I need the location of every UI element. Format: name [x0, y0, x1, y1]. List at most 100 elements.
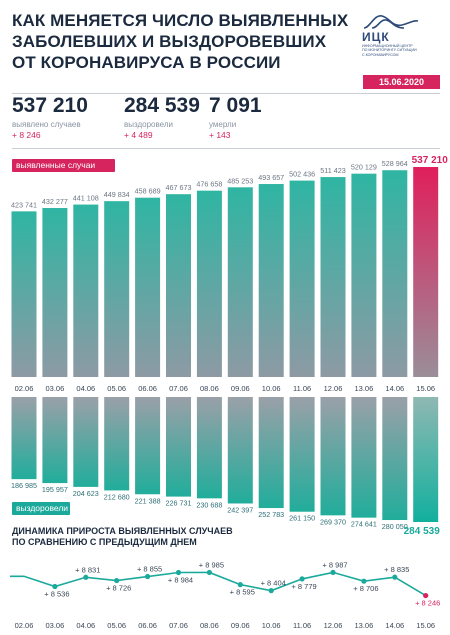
stat-delta: + 8 246 — [12, 130, 41, 140]
growth-point — [206, 569, 212, 576]
growth-date-label: 12.06 — [324, 621, 343, 630]
date-tick-label: 13.06 — [355, 384, 374, 393]
cases-bar — [258, 184, 284, 377]
recovered-bar-group: 186 985 195 957 204 623 212 680 221 388 226 7… — [11, 397, 440, 537]
recovered-value-label: 242 397 — [227, 505, 253, 514]
logo-name: ИЦК — [362, 30, 390, 44]
growth-date-label: 05.06 — [107, 621, 126, 630]
recovered-series-label: выздоровели — [12, 502, 70, 515]
recovered-bar — [11, 397, 37, 480]
date-tick-label: 02.06 — [15, 384, 34, 393]
stat-label: выявлено случаев — [12, 120, 81, 129]
growth-value-label: + 8 706 — [353, 584, 378, 593]
cases-bar — [413, 167, 439, 377]
growth-point — [330, 569, 336, 576]
recovered-bar — [42, 397, 68, 484]
growth-line-chart: 02.06 + 8 536 03.06 + 8 831 04.06 + 8 726 05.0… — [10, 560, 440, 630]
growth-value-label: + 8 835 — [384, 565, 409, 574]
date-tick-label: 10.06 — [262, 384, 281, 393]
title-line-2: ЗАБОЛЕВШИХ И ВЫЗДОРОВЕВШИХ — [12, 32, 327, 51]
growth-point — [175, 569, 182, 576]
recovered-value-label: 195 957 — [42, 485, 68, 494]
cases-bar — [11, 211, 37, 377]
cases-bar — [320, 177, 346, 377]
stat-label: умерли — [209, 120, 237, 129]
dynamics-title-line-2: ПО СРАВНЕНИЮ С ПРЕДЫДУЩИМ ДНЕМ — [12, 537, 197, 547]
stat-deaths: 7 091 умерли + 143 — [209, 94, 262, 140]
growth-value-label: + 8 246 — [415, 599, 440, 608]
cases-value-label: 476 658 — [196, 180, 222, 189]
date-tick-label: 07.06 — [169, 384, 188, 393]
cases-bar — [104, 201, 130, 377]
recovered-value-label: 186 985 — [11, 481, 37, 490]
date-tick-label: 11.06 — [293, 384, 311, 393]
growth-point — [268, 588, 274, 594]
growth-date-label: 07.06 — [169, 621, 188, 630]
cases-bar — [227, 187, 253, 377]
growth-date-label: 14.06 — [385, 621, 404, 630]
growth-date-label: 03.06 — [46, 621, 65, 630]
cases-value-label: 502 436 — [289, 170, 315, 179]
recovered-value-label: 252 783 — [258, 510, 284, 519]
cases-value-label: 537 210 — [412, 155, 449, 166]
growth-value-label: + 8 987 — [322, 560, 347, 569]
cases-value-label: 432 277 — [42, 197, 68, 206]
recovered-value-label: 204 623 — [73, 489, 99, 498]
date-tick-label: 06.06 — [138, 384, 157, 393]
stat-value: 7 091 — [209, 94, 262, 117]
logo-subtitle: ИНФОРМАЦИОННЫЙ ЦЕНТР ПО МОНИТОРИНГУ СИТУ… — [362, 44, 417, 57]
date-axis: 02.06 03.06 04.06 05.06 06.06 07.06 08.06 09.06… — [15, 384, 435, 393]
recovered-value-label: 280 050 — [382, 522, 408, 531]
growth-date-label: 06.06 — [138, 621, 157, 630]
recovered-bar — [351, 397, 377, 518]
growth-value-label: + 8 831 — [75, 565, 100, 574]
recovered-bar — [382, 397, 408, 521]
stat-value: 284 539 — [124, 94, 200, 117]
growth-date-label: 11.06 — [293, 621, 311, 630]
stat-cases: 537 210 выявлено случаев + 8 246 — [12, 94, 88, 140]
cases-value-label: 458 689 — [135, 187, 161, 196]
cases-bar — [73, 204, 99, 377]
recovered-bar — [320, 397, 346, 516]
recovered-bar — [258, 397, 284, 509]
growth-date-label: 13.06 — [355, 621, 374, 630]
cases-bar — [351, 173, 377, 377]
recovered-value-label: 269 370 — [320, 517, 346, 526]
cases-bar-group: 423 741 432 277 441 108 449 834 458 689 467 6… — [11, 155, 448, 377]
recovered-bar — [166, 397, 191, 497]
date-tick-label: 09.06 — [231, 384, 250, 393]
recovered-bar — [135, 397, 161, 495]
growth-value-label: + 8 404 — [261, 579, 286, 588]
cases-value-label: 520 129 — [351, 163, 377, 172]
recovered-bar — [196, 397, 222, 499]
title-line-3: ОТ КОРОНАВИРУСА В РОССИИ — [12, 53, 281, 72]
growth-point — [114, 577, 120, 584]
recovered-bar — [289, 397, 315, 512]
stat-label: выздоровели — [124, 120, 173, 129]
cases-bar — [289, 180, 315, 377]
cases-bar — [382, 170, 408, 377]
growth-date-label: 10.06 — [262, 621, 281, 630]
recovered-value-label: 226 731 — [166, 499, 192, 508]
cases-value-label: 449 834 — [104, 190, 130, 199]
cases-value-label: 511 423 — [320, 166, 345, 175]
cases-value-label: 485 253 — [227, 176, 253, 185]
cases-bar — [196, 190, 222, 377]
growth-date-label: 09.06 — [231, 621, 250, 630]
growth-point — [83, 574, 89, 580]
dynamics-title: ДИНАМИКА ПРИРОСТА ВЫЯВЛЕННЫХ СЛУЧАЕВ ПО … — [12, 526, 233, 548]
stat-value: 537 210 — [12, 94, 88, 117]
recovered-value-label: 230 688 — [196, 500, 222, 509]
growth-value-label: + 8 984 — [168, 576, 193, 585]
cases-value-label: 467 673 — [166, 183, 192, 192]
page-title: КАК МЕНЯЕТСЯ ЧИСЛО ВЫЯВЛЕННЫХ ЗАБОЛЕВШИХ… — [12, 10, 348, 73]
recovered-value-label: 284 539 — [404, 526, 441, 537]
date-tick-label: 05.06 — [107, 384, 126, 393]
growth-value-label: + 8 595 — [230, 588, 255, 597]
growth-point — [299, 576, 305, 582]
growth-value-label: + 8 985 — [199, 560, 224, 569]
growth-value-label: + 8 536 — [44, 590, 69, 599]
summary-panel: 537 210 выявлено случаев + 8 246 284 539… — [12, 93, 440, 149]
growth-date-label: 04.06 — [76, 621, 95, 630]
